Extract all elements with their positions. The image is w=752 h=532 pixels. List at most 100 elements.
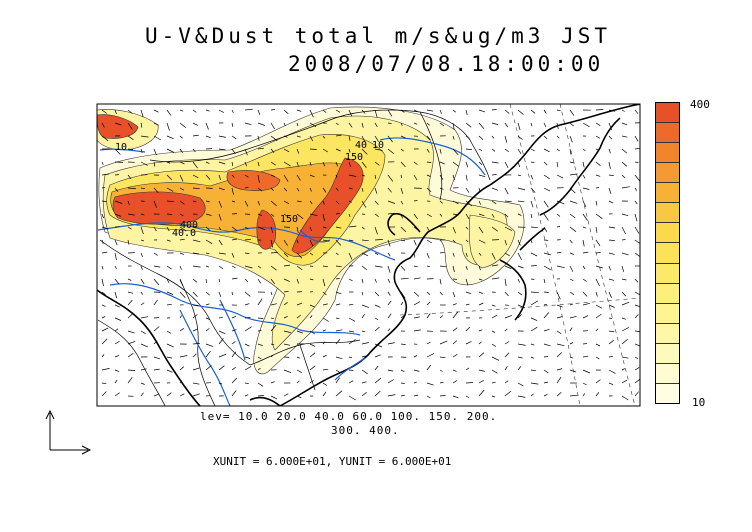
wind-vector <box>127 109 133 114</box>
wind-vector <box>322 265 329 268</box>
wind-vector <box>582 239 585 247</box>
wind-vector <box>257 161 260 167</box>
map-title: U-V&Dust total m/s&ug/m3 JST <box>145 24 612 48</box>
wind-vector <box>127 299 133 306</box>
wind-vector <box>296 122 299 127</box>
wind-vector <box>543 252 551 256</box>
wind-vector <box>439 356 446 359</box>
wind-vector <box>478 200 482 205</box>
wind-vector <box>452 291 456 298</box>
wind-vector <box>569 239 573 244</box>
wind-vector <box>192 328 198 332</box>
wind-vector <box>569 265 574 272</box>
wind-vector <box>582 393 586 397</box>
wind-vector <box>335 303 341 306</box>
wind-vector <box>166 369 173 373</box>
wind-vector <box>101 226 109 230</box>
wind-vector <box>283 148 290 153</box>
wind-vector <box>114 317 122 321</box>
wind-vector <box>595 379 601 384</box>
wind-vector <box>309 278 314 281</box>
wind-vector <box>452 135 455 140</box>
wind-vector <box>244 278 249 283</box>
wind-vector <box>400 161 406 168</box>
wind-vector <box>114 304 120 308</box>
wind-vector <box>608 239 615 241</box>
wind-vector <box>322 354 327 358</box>
wind-vector <box>452 395 459 399</box>
wind-vector <box>608 330 615 333</box>
wind-vector <box>244 343 250 347</box>
wind-vector <box>452 161 460 167</box>
wind-vector <box>153 135 162 141</box>
wind-vector <box>400 200 404 205</box>
wind-vector <box>231 122 234 127</box>
wind-vector <box>257 147 265 150</box>
wind-vector <box>400 239 406 242</box>
wind-vector <box>114 200 123 204</box>
wind-vector <box>413 381 417 384</box>
wind-vector <box>322 391 327 397</box>
wind-vector <box>504 265 512 270</box>
wind-vector <box>257 187 263 192</box>
wind-vector <box>348 148 351 153</box>
wind-vector <box>244 186 249 189</box>
wind-vector <box>335 134 342 137</box>
wind-vector <box>244 394 249 397</box>
wind-vector <box>192 161 198 169</box>
wind-vector <box>140 368 147 371</box>
wind-vector <box>478 148 482 151</box>
wind-vector <box>530 343 535 346</box>
wind-vector <box>322 303 328 306</box>
wind-vector <box>153 265 161 268</box>
wind-vector <box>595 213 603 219</box>
wind-vector <box>595 278 600 286</box>
wind-vector <box>608 382 614 386</box>
wind-vector <box>543 393 548 397</box>
wind-vector <box>166 213 173 215</box>
wind-vector <box>309 174 315 178</box>
wind-vector <box>517 109 524 115</box>
wind-vector <box>283 252 289 258</box>
wind-vector <box>322 109 327 113</box>
wind-vector <box>530 252 538 257</box>
wind-vector <box>153 326 160 332</box>
wind-vector <box>153 148 157 156</box>
wind-vector <box>101 304 106 307</box>
wind-vector <box>361 381 367 384</box>
wind-vector <box>166 174 173 181</box>
wind-vector <box>439 109 442 114</box>
wind-vector <box>335 161 338 167</box>
wind-vector <box>192 367 200 371</box>
wind-vector <box>114 354 120 358</box>
wind-vector <box>478 302 484 306</box>
wind-vector <box>400 148 404 152</box>
wind-vector <box>114 252 117 261</box>
wind-vector <box>452 200 459 205</box>
wind-vector <box>205 291 210 296</box>
wind-vector <box>153 200 157 208</box>
wind-vector <box>127 278 132 281</box>
wind-vector <box>608 252 615 255</box>
wind-vector <box>270 213 275 217</box>
wind-vector <box>322 200 325 205</box>
wind-vector <box>205 365 212 371</box>
wind-vector <box>452 226 456 234</box>
wind-vector <box>413 252 416 258</box>
wind-vector <box>270 252 278 254</box>
wind-vector <box>491 343 496 347</box>
wind-vector <box>595 392 600 397</box>
wind-vector <box>309 187 312 192</box>
wind-vector <box>257 109 261 116</box>
wind-vector <box>595 187 600 189</box>
wind-vector <box>543 135 548 140</box>
wind-vector <box>452 380 457 384</box>
wind-vector <box>244 200 249 207</box>
wind-vector <box>543 122 547 128</box>
wind-vector <box>478 226 484 234</box>
wind-vector <box>465 291 472 295</box>
wind-vector <box>309 161 312 166</box>
wind-vector <box>322 213 325 222</box>
wind-vector <box>374 161 380 166</box>
wind-vector <box>179 380 182 384</box>
